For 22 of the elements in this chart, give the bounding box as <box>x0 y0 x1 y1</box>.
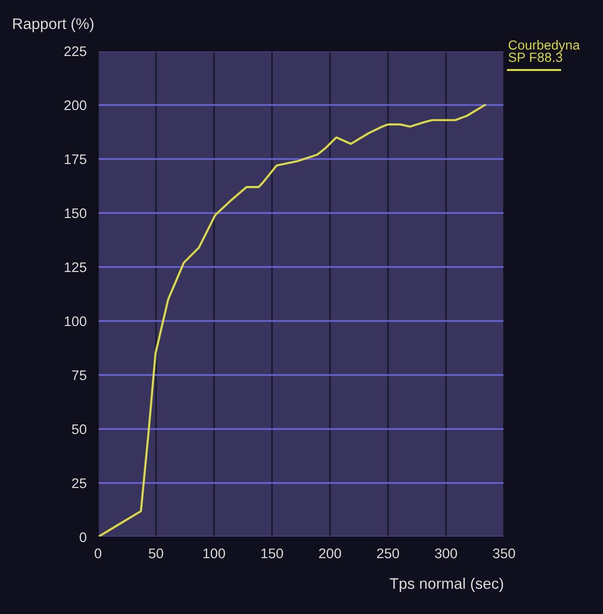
x-tick-label: 350 <box>492 548 516 558</box>
y-tick-label: 225 <box>64 46 86 56</box>
x-tick-label: 50 <box>148 548 164 558</box>
line-series <box>98 104 486 537</box>
x-tick-label: 150 <box>261 548 284 558</box>
y-tick-label: 25 <box>72 478 86 488</box>
x-axis-title: Tps normal (sec) <box>390 578 504 592</box>
text: Courbedyna SP F88.3 <box>508 40 580 62</box>
y-axis-title: Rapport (%) <box>13 18 94 32</box>
y-tick-label: 200 <box>64 100 86 110</box>
x-tick-label: 250 <box>377 548 400 558</box>
y-tick-label: 175 <box>64 154 86 164</box>
x-tick-label: 300 <box>434 548 458 558</box>
y-tick-label: 100 <box>64 316 86 326</box>
y-tick-label: 150 <box>64 208 86 218</box>
x-tick-label: 0 <box>94 548 102 558</box>
x-tick-label: 200 <box>319 548 342 558</box>
x-tick-label: 100 <box>203 548 226 558</box>
y-tick-label: 0 <box>80 532 86 542</box>
y-tick-label: 75 <box>72 370 86 380</box>
y-tick-label: 125 <box>64 262 86 272</box>
y-tick-label: 50 <box>72 424 86 434</box>
